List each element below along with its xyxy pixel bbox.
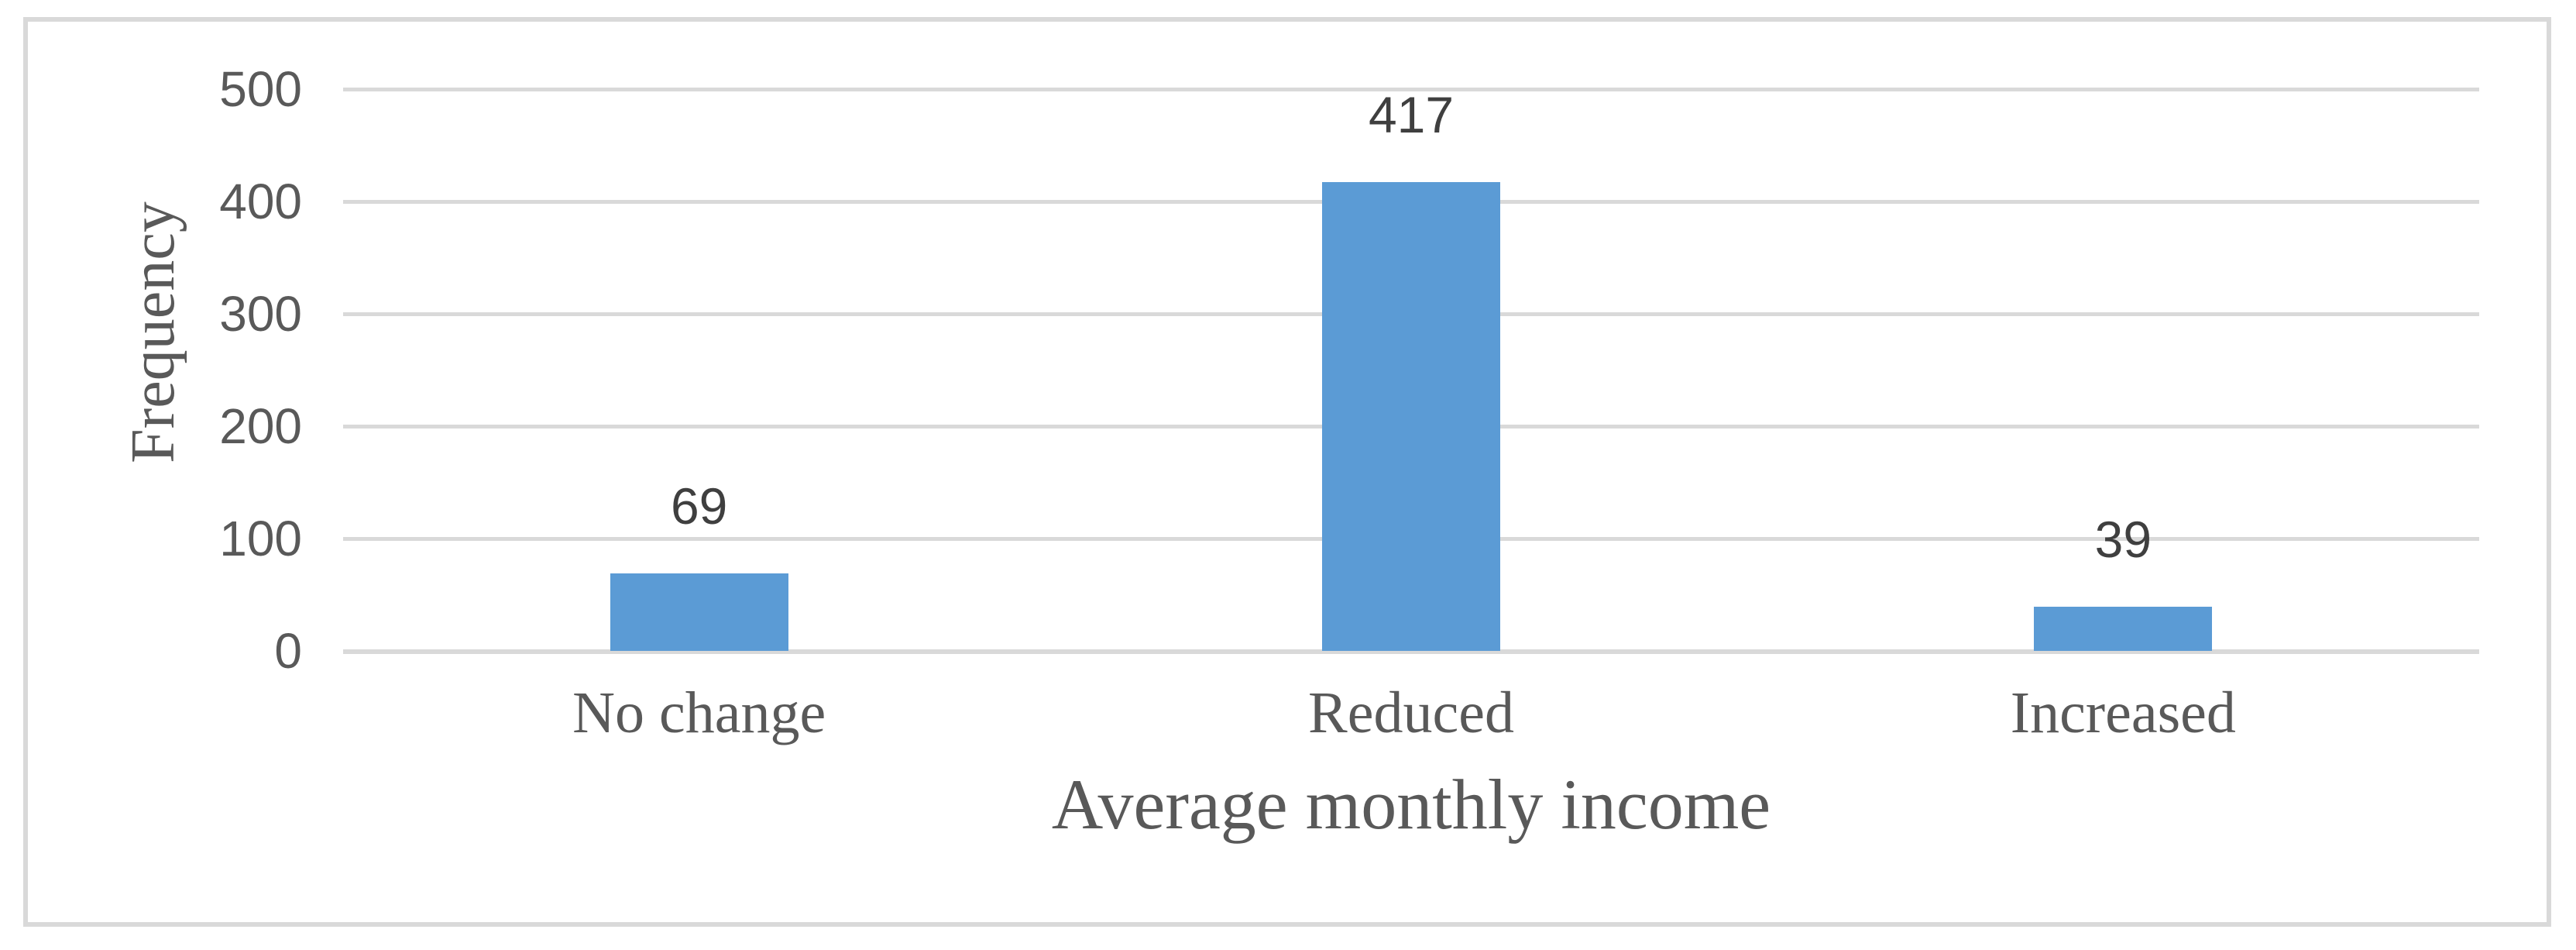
y-tick-label: 0 bbox=[274, 623, 302, 679]
bar-value-label: 417 bbox=[1368, 86, 1455, 144]
x-axis-title: Average monthly income bbox=[1051, 765, 1771, 844]
x-category-label: Increased bbox=[2010, 680, 2236, 745]
chart-border bbox=[23, 17, 2551, 927]
bar-value-label: 39 bbox=[2094, 511, 2152, 569]
y-tick-label: 300 bbox=[219, 286, 302, 342]
bar bbox=[610, 573, 788, 651]
y-tick-label: 400 bbox=[219, 174, 302, 229]
bar-value-label: 69 bbox=[670, 477, 728, 535]
gridline bbox=[343, 88, 2479, 91]
x-category-label: No change bbox=[572, 680, 826, 745]
x-category-label: Reduced bbox=[1308, 680, 1514, 745]
y-tick-label: 100 bbox=[219, 511, 302, 566]
y-tick-label: 200 bbox=[219, 398, 302, 454]
y-tick-label: 500 bbox=[219, 61, 302, 117]
x-axis-line bbox=[343, 649, 2479, 654]
bar bbox=[1322, 182, 1500, 651]
bar bbox=[2034, 607, 2213, 651]
y-axis-title: Frequency bbox=[119, 201, 187, 463]
